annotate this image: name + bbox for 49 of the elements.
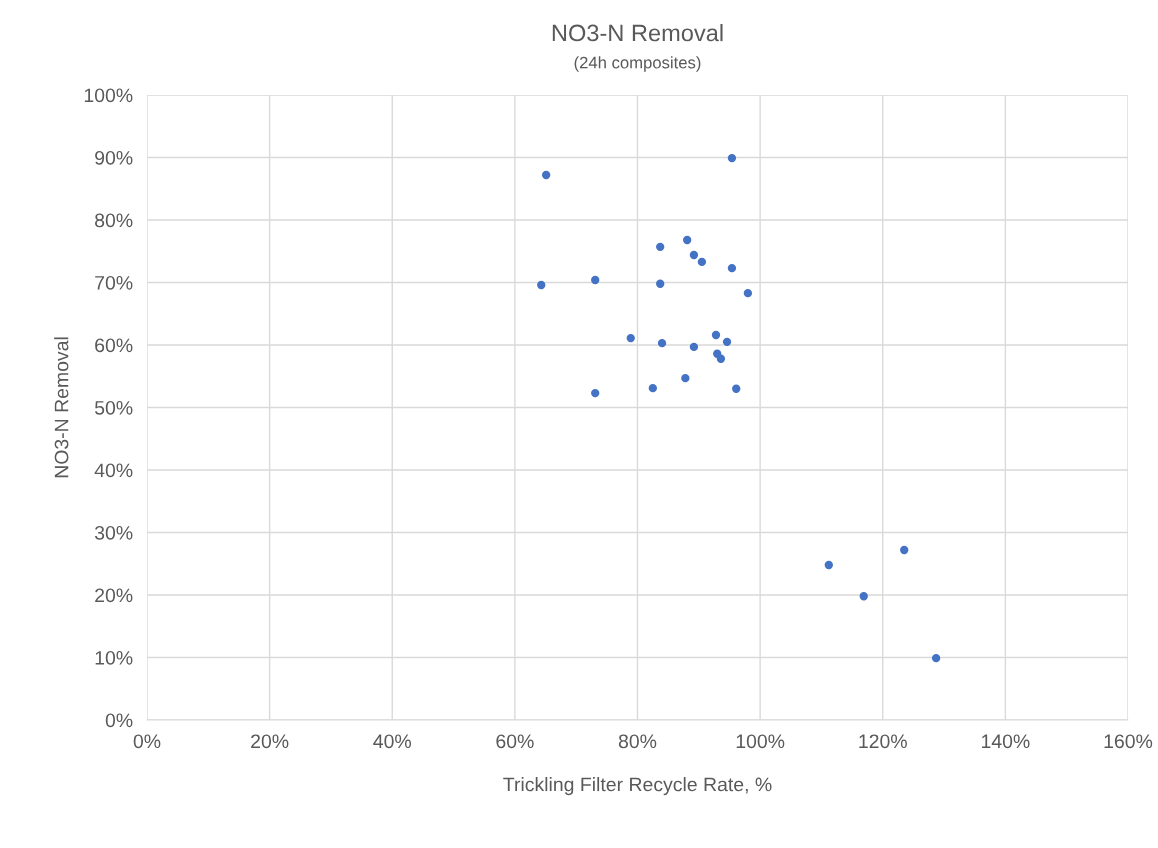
point [591,388,600,398]
point [656,242,665,252]
y-tick-label: 90% [95,150,133,165]
point [626,333,635,343]
x-axis-title: Trickling Filter Recycle Rate, % [503,777,772,796]
chart-subtitle: (24h composites) [574,56,701,72]
x-tick-label: 80% [618,734,657,749]
point [859,592,868,601]
x-tick-label: 160% [1104,734,1153,749]
point [727,153,737,163]
x-tick-label: 140% [981,734,1030,749]
point [656,279,665,288]
point [683,235,692,245]
y-tick-label: 0% [105,713,133,728]
point [711,330,721,340]
point [824,560,833,570]
y-tick-label: 10% [95,650,133,665]
point [722,337,732,347]
point [657,338,667,348]
y-tick-label: 100% [84,88,133,103]
point [689,342,699,352]
point [537,280,546,290]
y-axis-title: NO3-N Removal [54,337,69,478]
y-tick-label: 20% [95,588,133,603]
point [727,263,737,273]
y-tick-label: 70% [95,275,133,290]
x-tick-label: 60% [496,734,534,749]
chart-title: NO3-N Removal [552,24,723,42]
point [681,373,690,383]
x-tick-label: 120% [859,734,907,749]
point [931,653,941,663]
point [716,354,726,363]
x-tick-label: 40% [373,734,412,749]
point [743,288,753,298]
y-tick-label: 80% [95,213,133,228]
point [648,383,657,393]
y-tick-label: 30% [94,525,133,540]
point [541,170,551,180]
point [900,545,909,555]
x-tick-label: 20% [251,734,289,749]
x-tick-label: 0% [133,734,161,749]
point [732,384,741,393]
x-tick-label: 100% [736,734,785,749]
y-tick-label: 40% [94,463,133,478]
y-tick-label: 50% [94,400,133,415]
point [689,250,699,260]
y-tick-label: 60% [95,338,133,353]
point [697,257,707,267]
point [591,275,600,285]
